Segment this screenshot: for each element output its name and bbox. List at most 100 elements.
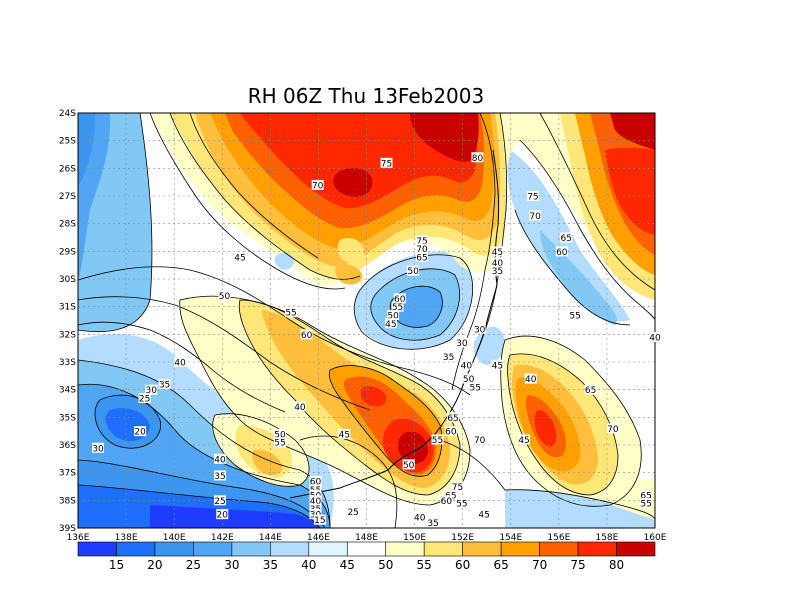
contour-label-box	[273, 437, 286, 448]
contour-label: 40	[413, 511, 426, 523]
rh-region-north-dry-patch	[274, 252, 295, 270]
colorbar: 15 20 25 30 35 40 45 50 55 60 65 70 75 80	[77, 541, 656, 572]
contour-label-box	[555, 246, 568, 257]
colorbar-label: 40	[301, 558, 316, 572]
lat-tick-label: 32S	[59, 330, 76, 340]
contour-label-box	[393, 293, 406, 304]
contour-label-box	[569, 309, 582, 320]
contour-label: 50	[218, 290, 231, 302]
colorbar-swatch	[116, 541, 156, 557]
contour-label-text: 60	[441, 497, 453, 507]
contour-line	[328, 365, 443, 477]
contour-label: 40	[309, 495, 322, 507]
contour-label-box	[91, 442, 104, 453]
contour-label-text: 30	[474, 325, 486, 335]
contour-label-text: 40	[414, 513, 426, 523]
contour-label-text: 75	[527, 193, 538, 203]
contour-label-box	[216, 509, 229, 520]
colorbar-label: 25	[186, 558, 201, 572]
contour-label: 40	[460, 359, 473, 371]
colorbar-label: 45	[340, 558, 355, 572]
latitude-axis: 24S 25S 26S 27S 28S 29S 30S 31S 32S 33S 34S 35S 36S 3…	[59, 109, 76, 534]
contour-label: 20	[134, 426, 147, 438]
contour-label-text: 45	[478, 511, 489, 521]
contour-label-box	[338, 428, 351, 439]
contour-label: 60	[440, 495, 453, 507]
contour-label-box	[214, 453, 227, 464]
contour-label: 25	[347, 506, 360, 518]
contour-line	[78, 113, 153, 333]
contour-label-box	[491, 265, 504, 276]
contour-label-box	[606, 423, 619, 434]
contour-label: 35	[214, 470, 227, 482]
contour-label-text: 75	[381, 159, 392, 169]
rh-region-west-drier	[78, 113, 96, 185]
longitude-axis: 136E 138E 140E 142E 144E 146E 148E 150E 152E 154E…	[67, 533, 667, 543]
rh-region-ne-75	[605, 147, 655, 235]
contour-line	[514, 209, 631, 326]
contour-label-text: 45	[518, 436, 529, 446]
contour-label: 65	[640, 489, 653, 501]
contour-line	[299, 435, 398, 528]
contour-label: 40	[214, 453, 227, 465]
colorbar-swatch	[539, 541, 579, 557]
lon-tick-label: 148E	[355, 533, 378, 543]
contour-label-box	[285, 307, 298, 318]
contour-line	[189, 113, 319, 259]
contour-label-box	[413, 511, 426, 522]
contour-label-box	[293, 401, 306, 412]
contour-label-text: 60	[445, 428, 457, 438]
contour-label-text: 45	[492, 361, 503, 371]
colorbar-swatch	[346, 541, 387, 557]
contour-label: 65	[415, 251, 428, 263]
lat-tick-label: 24S	[59, 109, 76, 119]
contour-label-text: 70	[474, 436, 486, 446]
contour-label-text: 65	[447, 414, 458, 424]
contour-label: 60	[300, 329, 313, 341]
contour-label-box	[560, 232, 573, 243]
contour-label-text: 50	[403, 461, 415, 471]
contour-label: 45	[491, 246, 504, 258]
contour-label-text: 20	[134, 428, 146, 438]
colorbar-swatch	[385, 541, 425, 557]
lon-tick-label: 152E	[451, 533, 474, 543]
contour-label-text: 45	[234, 253, 245, 263]
contour-label-box	[174, 357, 187, 367]
contour-label: 50	[273, 428, 286, 440]
contour-label: 70	[311, 179, 324, 191]
contour-label-text: 70	[312, 181, 324, 191]
contour-line	[477, 113, 508, 351]
contour-label: 35	[442, 351, 455, 363]
contour-label: 55	[273, 437, 286, 449]
contour-label-text: 50	[274, 430, 286, 440]
contour-label-box	[460, 359, 473, 370]
colorbar-label: 20	[147, 558, 162, 572]
contour-label: 55	[640, 498, 653, 510]
contour-label: 55	[469, 381, 482, 393]
contour-label-text: 50	[463, 375, 475, 385]
contour-label: 65	[584, 384, 597, 396]
contour-label-box	[407, 265, 420, 276]
contour-label-box	[427, 517, 440, 528]
contour-label-box	[444, 426, 457, 437]
contour-label-box	[529, 210, 542, 221]
contour-label: 55	[431, 434, 444, 446]
colorbar-swatch	[462, 541, 502, 557]
contour-label-box	[473, 323, 486, 334]
contour-label: 50	[407, 265, 420, 277]
contour-line	[238, 299, 461, 496]
contour-label-text: 70	[416, 245, 428, 255]
lon-tick-label: 140E	[163, 533, 186, 543]
contour-label-box	[442, 351, 455, 362]
contour-line	[539, 113, 655, 291]
contour-label-text: 40	[492, 259, 504, 269]
contour-label-text: 40	[649, 334, 661, 344]
lon-tick-label: 146E	[307, 533, 330, 543]
contour-label-box	[309, 503, 322, 514]
contour-label-box	[214, 470, 227, 481]
lon-tick-label: 160E	[644, 533, 667, 543]
contour-label: 60	[393, 293, 406, 305]
contour-label-text: 60	[556, 248, 568, 258]
contour-label-box	[402, 459, 415, 470]
contour-label-box	[444, 489, 457, 500]
